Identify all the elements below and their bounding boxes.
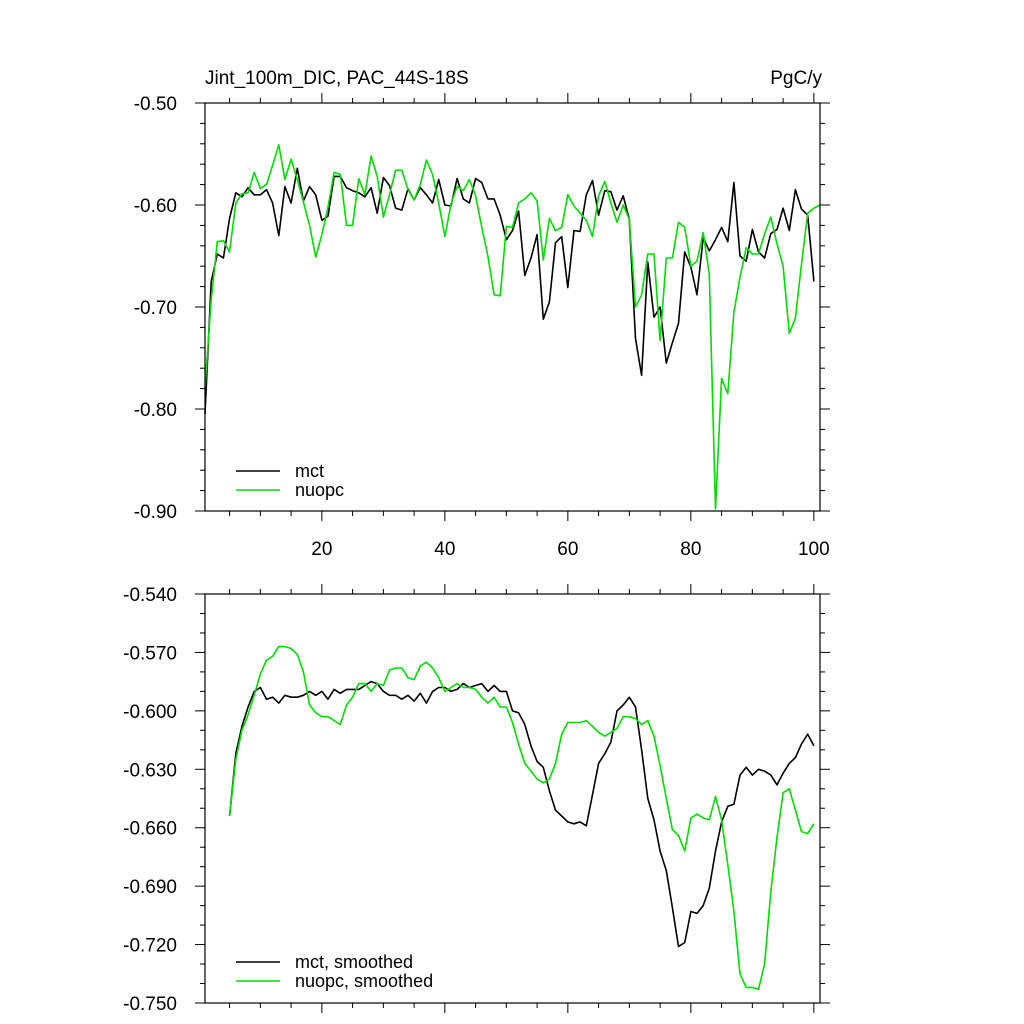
top-legend: mct nuopc xyxy=(236,461,344,500)
series-line-nuopc-smoothed xyxy=(228,645,815,991)
y-tick-label: -0.600 xyxy=(123,702,177,723)
y-tick-label: -0.660 xyxy=(123,819,177,840)
chart-title: Jint_100m_DIC, PAC_44S-18S xyxy=(205,68,469,89)
x-tick-label: 60 xyxy=(557,539,578,560)
bottom-legend: mct, smoothed nuopc, smoothed xyxy=(236,952,433,991)
y-tick-label: -0.690 xyxy=(123,877,177,898)
series-line-mct-smoothed xyxy=(228,680,815,948)
top-panel: Jint_100m_DIC, PAC_44S-18S PgC/y 20 40 60 8… xyxy=(134,68,830,560)
legend-label-nuopc: nuopc xyxy=(295,480,344,500)
chart-units: PgC/y xyxy=(770,68,822,89)
y-tick-label: -0.60 xyxy=(134,196,177,217)
bottom-plot-frame xyxy=(204,593,821,1004)
top-series-lines xyxy=(204,144,821,510)
y-tick-label: -0.630 xyxy=(123,760,177,781)
x-tick-label: 40 xyxy=(434,539,455,560)
y-tick-label: -0.90 xyxy=(134,502,177,523)
y-tick-label: -0.720 xyxy=(123,936,177,957)
y-tick-label: -0.750 xyxy=(123,994,177,1015)
legend-label-mct-smoothed: mct, smoothed xyxy=(295,952,413,972)
y-tick-label: -0.570 xyxy=(123,643,177,664)
y-tick-label: -0.540 xyxy=(123,585,177,606)
bottom-axis-ticks: -0.750 -0.720 -0.690 -0.660 -0.630 -0.600 -0.5… xyxy=(123,584,830,1015)
y-tick-label: -0.50 xyxy=(134,94,177,115)
y-tick-label: -0.70 xyxy=(134,298,177,319)
bottom-panel: -0.750 -0.720 -0.690 -0.660 -0.630 -0.600 -0.5… xyxy=(123,584,830,1015)
x-tick-label: 80 xyxy=(680,539,701,560)
x-tick-label: 100 xyxy=(798,539,830,560)
bottom-series-lines xyxy=(228,645,815,991)
series-line-mct xyxy=(204,167,815,415)
series-line-nuopc xyxy=(204,144,821,510)
legend-label-mct: mct xyxy=(295,461,324,481)
x-tick-label: 20 xyxy=(311,539,332,560)
y-tick-label: -0.80 xyxy=(134,400,177,421)
top-axis-ticks: 20 40 60 80 100 -0.90 -0.80 -0.70 -0.60 -0.50 xyxy=(134,93,830,560)
legend-label-nuopc-smoothed: nuopc, smoothed xyxy=(295,971,433,991)
top-plot-frame xyxy=(204,102,821,512)
